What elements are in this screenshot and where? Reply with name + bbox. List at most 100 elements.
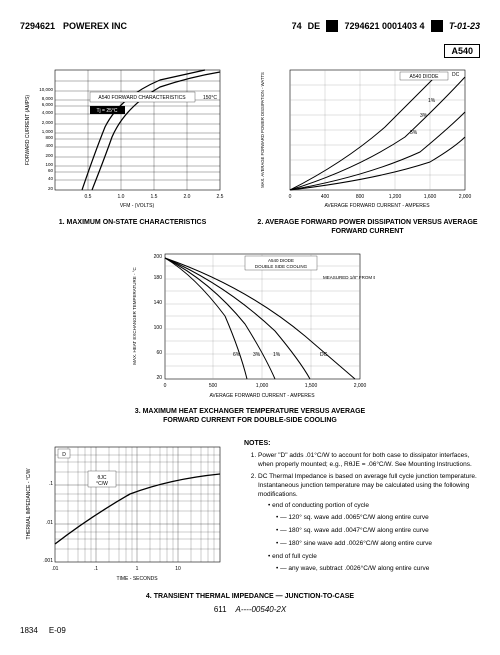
svg-text:.001: .001 [43, 558, 53, 564]
svg-text:1%: 1% [273, 352, 281, 358]
svg-text:5%: 5% [410, 130, 418, 136]
svg-text:8,000: 8,000 [42, 96, 54, 101]
svg-text:DC: DC [452, 72, 460, 78]
svg-text:180: 180 [154, 275, 163, 281]
svg-text:150°C: 150°C [203, 95, 217, 101]
handwritten-footer: A----00540-2X [235, 605, 286, 614]
svg-text:800: 800 [356, 194, 365, 200]
svg-text:A540 DIODE: A540 DIODE [410, 74, 440, 80]
page-footer: 1834 E-09 [20, 626, 480, 635]
svg-text:500: 500 [209, 383, 218, 389]
note-bullet: — 120° sq. wave add .0065°C/W along enti… [276, 514, 480, 523]
svg-text:THERMAL IMPEDANCE - °C/W: THERMAL IMPEDANCE - °C/W [26, 469, 32, 540]
svg-text:4,000: 4,000 [42, 110, 54, 115]
svg-text:3%: 3% [253, 352, 261, 358]
code3: 7294621 0001403 4 [344, 21, 424, 31]
svg-text:A540 DIODE: A540 DIODE [268, 258, 294, 263]
svg-text:100: 100 [154, 325, 163, 331]
svg-text:10: 10 [175, 566, 181, 572]
chart-3-caption: 3. MAXIMUM HEAT EXCHANGER TEMPERATURE VE… [125, 407, 375, 425]
svg-text:200: 200 [154, 254, 163, 260]
svg-text:1%: 1% [428, 98, 436, 104]
company-name: POWEREX INC [63, 21, 127, 31]
svg-text:800: 800 [45, 135, 53, 140]
chart-4-svg: θJC °C/W D .01.1110 .001.01.1 TIME - SEC… [20, 439, 230, 584]
svg-text:°C/W: °C/W [96, 481, 108, 487]
code1: 74 [292, 21, 302, 31]
svg-text:10,000: 10,000 [39, 87, 53, 92]
svg-text:.1: .1 [94, 566, 98, 572]
svg-text:2.0: 2.0 [184, 194, 191, 200]
note-bullet: — 180° sine wave add .0026°C/W along ent… [276, 540, 480, 549]
footer-left2: E-09 [49, 626, 66, 635]
chart-1-svg: A540 FORWARD CHARACTERISTICS Tj = 25°C 1… [20, 62, 230, 212]
redaction-box: █ [431, 20, 443, 32]
svg-text:3%: 3% [420, 113, 428, 119]
chart-3-wrap: A540 DIODE DOUBLE SIDE COOLING MEASURED … [20, 246, 480, 425]
svg-text:DC: DC [320, 352, 328, 358]
svg-text:D: D [62, 452, 66, 458]
svg-text:60: 60 [156, 350, 162, 356]
svg-text:0.5: 0.5 [85, 194, 92, 200]
svg-text:MEASURED 1/8" FROM BASE: MEASURED 1/8" FROM BASE [323, 275, 375, 280]
part-badge: A540 [444, 44, 480, 58]
svg-text:1,000: 1,000 [42, 129, 54, 134]
svg-text:1: 1 [136, 566, 139, 572]
doc-id: 7294621 [20, 21, 55, 31]
svg-text:2,000: 2,000 [459, 194, 472, 200]
note-bullet: — any wave, subtract .0026°C/W along ent… [276, 565, 480, 574]
svg-text:A540 FORWARD CHARACTERISTICS: A540 FORWARD CHARACTERISTICS [98, 95, 186, 101]
svg-text:100: 100 [45, 162, 53, 167]
note-bullet: — 180° sq. wave add .0047°C/W along enti… [276, 527, 480, 536]
doc-header: 7294621 POWEREX INC 74 DE █ 7294621 0001… [20, 20, 480, 32]
svg-text:VFM - (VOLTS): VFM - (VOLTS) [120, 203, 155, 209]
chart-4-caption: 4. TRANSIENT THERMAL IMPEDANCE — JUNCTIO… [20, 592, 480, 601]
svg-text:MAX. AVERAGE FORWARD POWER DIS: MAX. AVERAGE FORWARD POWER DISSIPATION -… [260, 72, 265, 188]
charts-row-1: A540 FORWARD CHARACTERISTICS Tj = 25°C 1… [20, 62, 480, 236]
svg-text:6%: 6% [233, 352, 241, 358]
chart-1-caption: 1. MAXIMUM ON-STATE CHARACTERISTICS [20, 218, 245, 227]
svg-text:.01: .01 [52, 566, 59, 572]
chart-2-svg: A540 DIODE DC 1% 3% 5% 0400800 1,2001,60… [255, 62, 475, 212]
svg-text:200: 200 [45, 153, 53, 158]
note-bullet: end of conducting portion of cycle [268, 502, 480, 511]
svg-text:1,500: 1,500 [305, 383, 318, 389]
svg-text:1.0: 1.0 [118, 194, 125, 200]
svg-text:.1: .1 [49, 481, 53, 487]
svg-text:1.5: 1.5 [151, 194, 158, 200]
chart-2-block: A540 DIODE DC 1% 3% 5% 0400800 1,2001,60… [255, 62, 480, 236]
svg-text:1,200: 1,200 [389, 194, 402, 200]
chart-4-block: θJC °C/W D .01.1110 .001.01.1 TIME - SEC… [20, 439, 230, 586]
svg-text:MAX. HEAT EXCHANGER TEMPERATUR: MAX. HEAT EXCHANGER TEMPERATURE - °C [132, 267, 137, 365]
svg-text:60: 60 [48, 168, 54, 173]
svg-text:0: 0 [289, 194, 292, 200]
tag-handwritten: T-01-23 [449, 21, 480, 31]
bottom-row: θJC °C/W D .01.1110 .001.01.1 TIME - SEC… [20, 439, 480, 586]
chart-1-block: A540 FORWARD CHARACTERISTICS Tj = 25°C 1… [20, 62, 245, 236]
svg-text:20: 20 [156, 375, 162, 381]
page-num: 611 [214, 605, 227, 614]
notes-block: NOTES: Power "D" adds .01°C/W to account… [244, 439, 480, 586]
svg-text:2,000: 2,000 [42, 120, 54, 125]
svg-text:6,000: 6,000 [42, 102, 54, 107]
note-bullet: end of full cycle [268, 553, 480, 562]
svg-text:Tj = 25°C: Tj = 25°C [96, 108, 117, 114]
svg-text:40: 40 [48, 176, 54, 181]
note-item-1: Power "D" adds .01°C/W to account for bo… [258, 452, 480, 470]
note-item-2: DC Thermal Impedance is based on average… [258, 473, 480, 574]
footer-left1: 1834 [20, 626, 38, 635]
svg-text:.01: .01 [46, 520, 53, 526]
svg-text:2,000: 2,000 [354, 383, 367, 389]
svg-text:140: 140 [154, 300, 163, 306]
svg-text:2.5: 2.5 [217, 194, 224, 200]
svg-text:400: 400 [45, 143, 53, 148]
notes-title: NOTES: [244, 439, 480, 448]
svg-text:TIME - SECONDS: TIME - SECONDS [116, 576, 158, 582]
svg-text:20: 20 [48, 186, 54, 191]
svg-text:1,600: 1,600 [424, 194, 437, 200]
svg-text:0: 0 [164, 383, 167, 389]
svg-text:AVERAGE FORWARD CURRENT - AMPE: AVERAGE FORWARD CURRENT - AMPERES [209, 393, 315, 399]
chart-3-svg: A540 DIODE DOUBLE SIDE COOLING MEASURED … [125, 246, 375, 401]
chart-2-caption: 2. AVERAGE FORWARD POWER DISSIPATION VER… [255, 218, 480, 236]
code2: DE [308, 21, 321, 31]
